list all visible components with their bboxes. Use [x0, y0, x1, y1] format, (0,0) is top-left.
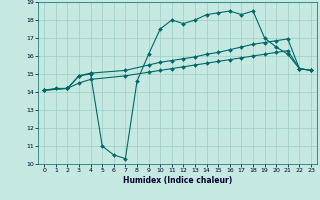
X-axis label: Humidex (Indice chaleur): Humidex (Indice chaleur) — [123, 176, 232, 185]
